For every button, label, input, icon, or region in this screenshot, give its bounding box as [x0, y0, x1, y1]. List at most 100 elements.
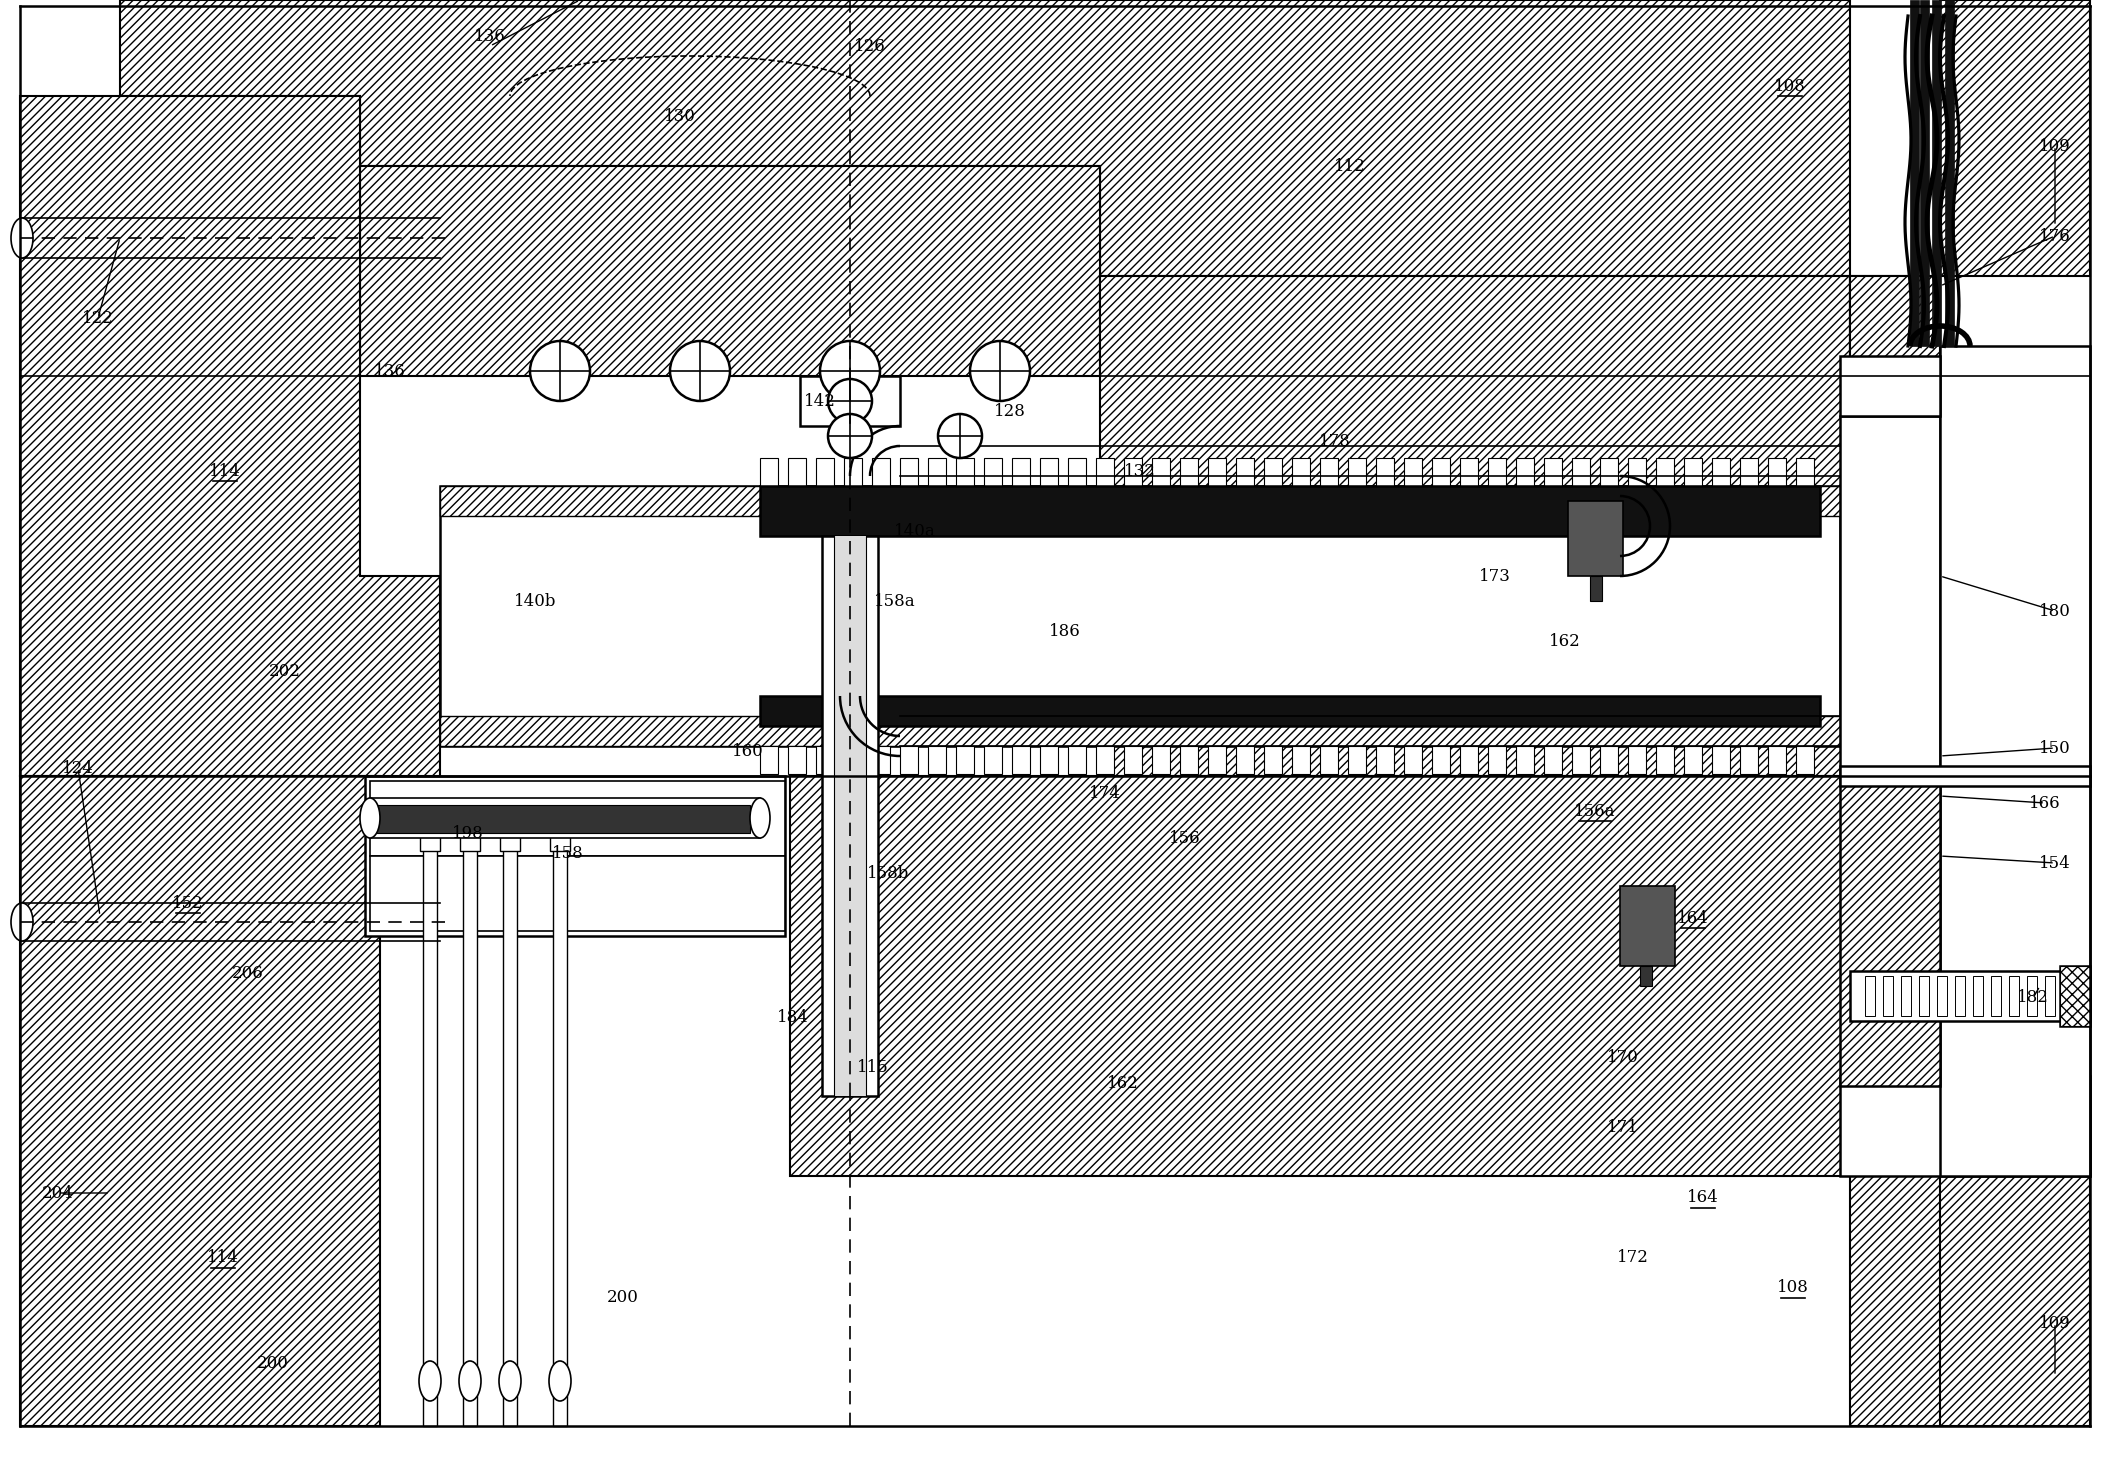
Bar: [817, 745, 834, 773]
Bar: [1433, 745, 1449, 773]
Text: 166: 166: [2029, 794, 2061, 812]
Bar: [1515, 458, 1534, 486]
Bar: [1263, 745, 1282, 773]
Bar: [1124, 458, 1143, 486]
Bar: [1627, 458, 1646, 486]
Bar: [364, 776, 785, 936]
Bar: [1236, 745, 1255, 773]
Bar: [1460, 458, 1477, 486]
Bar: [1039, 458, 1058, 486]
Bar: [1600, 745, 1619, 773]
Bar: [1841, 766, 2091, 787]
Bar: [1545, 745, 1562, 773]
Text: 109: 109: [2040, 1315, 2072, 1331]
Bar: [499, 835, 521, 852]
Bar: [984, 458, 1003, 486]
Polygon shape: [360, 165, 1100, 376]
Bar: [1293, 458, 1310, 486]
Text: 122: 122: [83, 310, 114, 326]
Text: 158b: 158b: [868, 865, 910, 881]
Bar: [844, 458, 861, 486]
Bar: [552, 835, 567, 1426]
Bar: [463, 835, 476, 1426]
Bar: [1940, 1126, 2091, 1426]
Bar: [2063, 976, 2074, 1015]
Bar: [370, 856, 785, 931]
Bar: [1684, 458, 1701, 486]
Circle shape: [827, 413, 872, 458]
Bar: [370, 799, 760, 838]
Text: 174: 174: [1090, 785, 1121, 801]
Bar: [1940, 345, 2091, 776]
Bar: [1657, 458, 1674, 486]
Bar: [872, 745, 891, 773]
Bar: [1572, 745, 1589, 773]
Text: 200: 200: [256, 1355, 290, 1371]
Bar: [1545, 458, 1562, 486]
Text: 140b: 140b: [514, 592, 557, 610]
Bar: [834, 536, 865, 1097]
Bar: [1208, 745, 1225, 773]
Bar: [2008, 976, 2019, 1015]
Bar: [1572, 458, 1589, 486]
Bar: [984, 745, 1003, 773]
Text: 140a: 140a: [895, 523, 935, 540]
Text: 198: 198: [453, 825, 485, 841]
Text: 132: 132: [1124, 462, 1155, 480]
Bar: [899, 745, 918, 773]
Polygon shape: [19, 96, 440, 776]
Bar: [899, 458, 918, 486]
Ellipse shape: [459, 1361, 480, 1401]
Text: 200: 200: [607, 1290, 639, 1306]
Bar: [1911, 0, 1919, 345]
Circle shape: [969, 341, 1030, 401]
Bar: [440, 486, 1841, 745]
Bar: [821, 536, 878, 1097]
Text: 184: 184: [777, 1010, 808, 1026]
Bar: [1940, 776, 2091, 1176]
Bar: [956, 745, 973, 773]
Text: 172: 172: [1617, 1250, 1648, 1266]
Bar: [1488, 745, 1507, 773]
Ellipse shape: [419, 1361, 440, 1401]
Text: 202: 202: [269, 663, 300, 679]
Polygon shape: [1849, 776, 2091, 1426]
Polygon shape: [789, 776, 1849, 1176]
Text: 160: 160: [732, 742, 764, 760]
Text: 158: 158: [552, 844, 584, 862]
Ellipse shape: [548, 1361, 571, 1401]
Text: 204: 204: [42, 1185, 74, 1201]
Bar: [1796, 458, 1813, 486]
Circle shape: [827, 379, 872, 424]
Bar: [872, 458, 891, 486]
Text: 130: 130: [664, 108, 696, 124]
Bar: [375, 804, 749, 832]
Ellipse shape: [499, 1361, 521, 1401]
Bar: [1460, 745, 1477, 773]
Bar: [1348, 745, 1367, 773]
Bar: [2027, 976, 2038, 1015]
Ellipse shape: [11, 218, 34, 258]
Bar: [1069, 745, 1086, 773]
Bar: [1621, 886, 1676, 965]
Bar: [1849, 971, 2091, 1021]
Bar: [1841, 776, 1940, 1086]
Bar: [760, 745, 779, 773]
Bar: [1405, 745, 1422, 773]
Bar: [1712, 458, 1731, 486]
Bar: [1069, 458, 1086, 486]
Bar: [2061, 965, 2091, 1026]
Bar: [1151, 458, 1170, 486]
Bar: [1011, 458, 1030, 486]
Bar: [1945, 0, 1953, 345]
Bar: [1841, 416, 1940, 776]
Bar: [1039, 745, 1058, 773]
Text: 206: 206: [233, 964, 264, 982]
Bar: [1433, 458, 1449, 486]
Bar: [929, 745, 946, 773]
Bar: [550, 835, 569, 852]
Bar: [1936, 976, 1947, 1015]
Bar: [929, 458, 946, 486]
Text: 152: 152: [171, 894, 203, 912]
Bar: [760, 486, 1820, 536]
